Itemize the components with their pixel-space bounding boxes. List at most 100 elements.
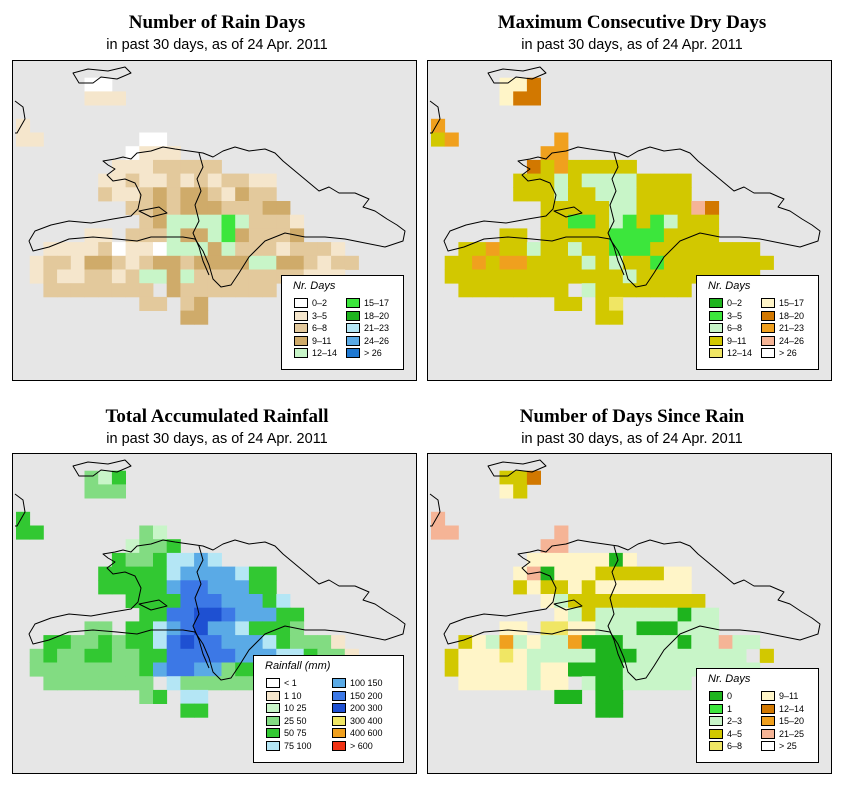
- grid-cell: [166, 635, 181, 650]
- grid-cell: [125, 173, 140, 188]
- grid-cell: [180, 607, 195, 622]
- grid-cell: [125, 228, 140, 243]
- grid-cell: [622, 676, 637, 691]
- grid-cell: [568, 689, 583, 704]
- grid-cell: [513, 621, 528, 636]
- grid-cell: [581, 580, 596, 595]
- grid-cell: [677, 173, 692, 188]
- grid-cell: [595, 242, 610, 257]
- island-outline: [487, 66, 547, 84]
- grid-cell: [98, 470, 113, 485]
- grid-cell: [111, 91, 126, 106]
- grid-cell: [622, 214, 637, 229]
- grid-cell: [622, 594, 637, 609]
- grid-cell: [595, 269, 610, 284]
- grid-cell: [180, 662, 195, 677]
- grid-cell: [180, 201, 195, 216]
- grid-cell: [472, 662, 487, 677]
- grid-cell: [235, 187, 250, 202]
- grid-cell: [194, 173, 209, 188]
- grid-cell: [650, 255, 665, 270]
- grid-cell: [622, 173, 637, 188]
- grid-cell: [235, 676, 250, 691]
- grid-cell: [221, 566, 236, 581]
- legend-swatch: [709, 716, 723, 726]
- grid-cell: [98, 228, 113, 243]
- grid-cell: [166, 662, 181, 677]
- grid-cell: [180, 187, 195, 202]
- grid-cell: [317, 242, 332, 257]
- grid-cell: [57, 255, 72, 270]
- grid-cell: [581, 255, 596, 270]
- island-outline: [607, 545, 625, 669]
- grid-cell: [609, 173, 624, 188]
- grid-cell: [262, 255, 277, 270]
- grid-cell: [262, 269, 277, 284]
- grid-cell: [290, 242, 305, 257]
- grid-cell: [84, 484, 99, 499]
- grid-cell: [650, 580, 665, 595]
- legend-label: 21–23: [364, 323, 390, 333]
- grid-cell: [554, 594, 569, 609]
- legend-label: > 25: [779, 741, 797, 751]
- grid-cell: [70, 283, 85, 298]
- grid-cell: [262, 566, 277, 581]
- grid-cell: [458, 648, 473, 663]
- grid-cell: [139, 635, 154, 650]
- map-canvas: [14, 66, 406, 325]
- legend-swatch: [761, 703, 775, 714]
- legend-title: Nr. Days: [293, 280, 336, 292]
- grid-cell: [207, 648, 222, 663]
- grid-cell: [43, 269, 58, 284]
- grid-cell: [526, 173, 541, 188]
- grid-cell: [650, 648, 665, 663]
- grid-cell: [125, 635, 140, 650]
- grid-cell: [650, 187, 665, 202]
- grid-cell: [139, 132, 154, 147]
- grid-cell: [194, 159, 209, 174]
- grid-cell: [262, 201, 277, 216]
- grid-cell: [57, 676, 72, 691]
- grid-cell: [691, 607, 706, 622]
- legend-label: 1: [727, 703, 733, 714]
- grid-cell: [276, 228, 291, 243]
- grid-cell: [180, 676, 195, 691]
- grid-cell: [581, 676, 596, 691]
- grid-cell: [235, 621, 250, 636]
- grid-cell: [444, 255, 459, 270]
- grid-cell: [194, 242, 209, 257]
- chart-title: Number of Rain Days: [128, 12, 306, 33]
- grid-cell: [595, 255, 610, 270]
- grid-cell: [331, 242, 346, 257]
- grid-cell: [554, 648, 569, 663]
- grid-cell: [221, 255, 236, 270]
- grid-cell: [153, 242, 168, 257]
- grid-cell: [207, 552, 222, 567]
- grid-cell: [650, 269, 665, 284]
- legend-swatch: [266, 728, 280, 738]
- grid-cell: [458, 676, 473, 691]
- grid-cell: [595, 580, 610, 595]
- legend-label: 4–5: [727, 728, 743, 739]
- grid-cell: [139, 159, 154, 174]
- grid-cell: [513, 77, 528, 92]
- grid-cell: [125, 269, 140, 284]
- chart-title: Number of Days Since Rain: [519, 406, 745, 427]
- legend-label: 15–17: [364, 298, 390, 308]
- grid-cell: [166, 214, 181, 229]
- grid-cell: [153, 159, 168, 174]
- grid-cell: [554, 635, 569, 650]
- grid-cell: [650, 214, 665, 229]
- legend-label: 200 300: [350, 703, 383, 713]
- grid-cell: [540, 201, 555, 216]
- grid-cell: [262, 187, 277, 202]
- grid-cell: [732, 648, 747, 663]
- grid-cell: [499, 648, 514, 663]
- grid-cell: [153, 539, 168, 554]
- grid-cell: [221, 242, 236, 257]
- grid-cell: [98, 187, 113, 202]
- grid-cell: [166, 648, 181, 663]
- grid-cell: [248, 255, 263, 270]
- grid-cell: [609, 228, 624, 243]
- legend-swatch: [346, 310, 360, 321]
